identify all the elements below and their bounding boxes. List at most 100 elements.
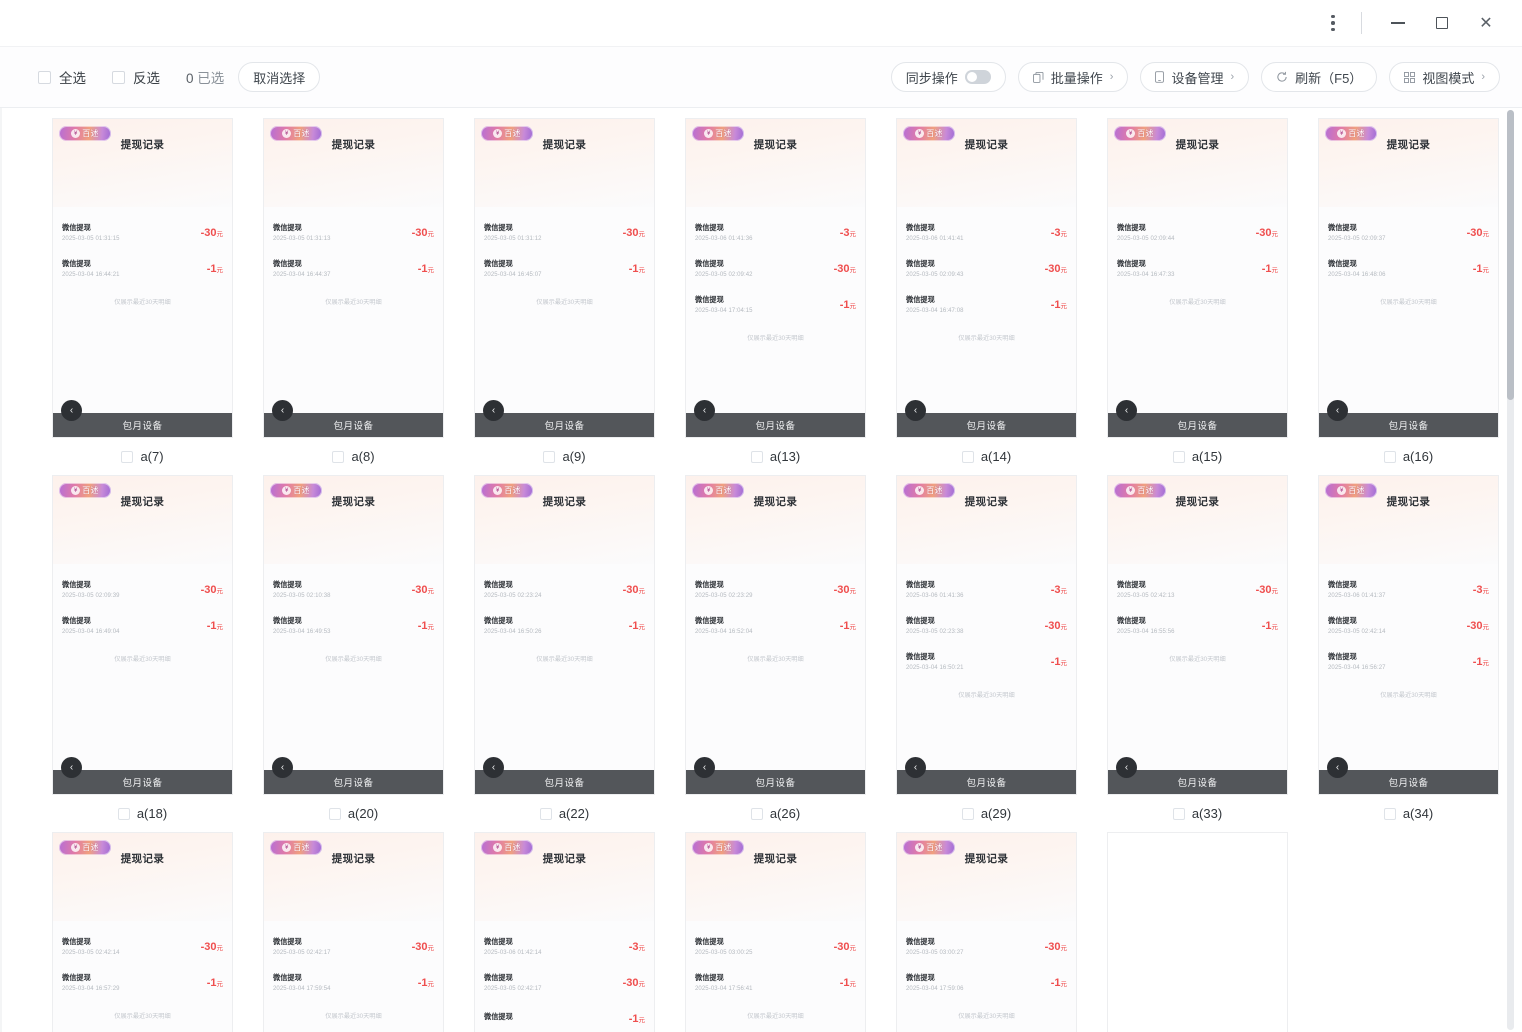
device-caption[interactable]: a(29): [896, 795, 1077, 832]
chevron-left-icon[interactable]: ‹: [905, 400, 926, 421]
overflow-menu-button[interactable]: [1311, 8, 1355, 38]
cancel-selection-button[interactable]: 取消选择: [238, 62, 321, 92]
device-caption[interactable]: a(7): [52, 438, 233, 475]
chevron-left-icon[interactable]: ‹: [1116, 757, 1137, 778]
device-select-checkbox[interactable]: [1383, 807, 1396, 820]
device-select-checkbox[interactable]: [543, 450, 556, 463]
vertical-scrollbar-thumb[interactable]: [1507, 110, 1514, 400]
card-footer-bar[interactable]: 包月设备: [1319, 413, 1498, 437]
device-caption[interactable]: a(18): [52, 795, 233, 832]
withdrawal-info: 微信提现 2025-03-04 17:56:41: [695, 974, 753, 992]
card-footer-bar[interactable]: 包月设备: [475, 413, 654, 437]
device-select-checkbox[interactable]: [750, 450, 763, 463]
card-footer-bar[interactable]: 包月设备: [264, 413, 443, 437]
maximize-button[interactable]: [1420, 8, 1464, 38]
select-all-control[interactable]: 全选: [38, 67, 86, 87]
chevron-left-icon[interactable]: ‹: [1327, 757, 1348, 778]
card-footer-bar[interactable]: 包月设备: [1108, 770, 1287, 794]
chevron-left-icon[interactable]: ‹: [61, 400, 82, 421]
card-footer-bar[interactable]: 包月设备: [1319, 770, 1498, 794]
invert-select-checkbox[interactable]: [112, 70, 125, 84]
device-manage-button[interactable]: 设备管理 ›: [1140, 62, 1250, 92]
device-caption[interactable]: a(14): [896, 438, 1077, 475]
card-footer-bar[interactable]: 包月设备: [686, 413, 865, 437]
withdrawal-amount: -1元: [1050, 299, 1067, 311]
card-footer-bar[interactable]: 包月设备: [264, 770, 443, 794]
card-footer-bar[interactable]: 包月设备: [1108, 413, 1287, 437]
chevron-left-icon[interactable]: ‹: [694, 757, 715, 778]
device-select-checkbox[interactable]: [117, 807, 130, 820]
add-device-card[interactable]: +添加设备: [1107, 832, 1288, 1032]
device-caption[interactable]: a(26): [685, 795, 866, 832]
select-all-checkbox[interactable]: [38, 70, 51, 84]
card-footer-bar[interactable]: 包月设备: [475, 770, 654, 794]
device-select-checkbox[interactable]: [961, 807, 974, 820]
chevron-left-icon[interactable]: ‹: [1327, 400, 1348, 421]
device-caption[interactable]: a(20): [263, 795, 444, 832]
device-select-checkbox[interactable]: [961, 450, 974, 463]
device-select-checkbox[interactable]: [1172, 450, 1185, 463]
card-footer-bar[interactable]: 包月设备: [686, 770, 865, 794]
sync-operation-toggle[interactable]: 同步操作: [890, 62, 1006, 92]
card-footer-bar[interactable]: 包月设备: [53, 413, 232, 437]
device-caption[interactable]: a(22): [474, 795, 655, 832]
device-select-checkbox[interactable]: [1172, 807, 1185, 820]
card-header: ¥ 百述 提现记录: [475, 833, 654, 921]
card-header: ¥ 百述 提现记录: [264, 476, 443, 564]
device-select-checkbox[interactable]: [328, 807, 341, 820]
chevron-left-icon[interactable]: ‹: [694, 400, 715, 421]
currency-unit: 元: [638, 1017, 646, 1024]
device-select-checkbox[interactable]: [750, 807, 763, 820]
minimize-button[interactable]: [1376, 8, 1420, 38]
invert-select-control[interactable]: 反选: [112, 67, 160, 87]
chevron-left-icon[interactable]: ‹: [483, 400, 504, 421]
device-select-checkbox[interactable]: [332, 450, 345, 463]
device-caption[interactable]: a(13): [685, 438, 866, 475]
device-select-checkbox[interactable]: [121, 450, 134, 463]
card-footer-bar[interactable]: 包月设备: [897, 770, 1076, 794]
batch-operation-button[interactable]: 批量操作 ›: [1017, 62, 1129, 92]
device-caption[interactable]: a(33): [1107, 795, 1288, 832]
view-mode-label: 视图模式: [1422, 70, 1475, 86]
device-caption[interactable]: a(8): [263, 438, 444, 475]
chevron-left-icon[interactable]: ‹: [1116, 400, 1137, 421]
device-caption[interactable]: a(15): [1107, 438, 1288, 475]
view-mode-button[interactable]: 视图模式 ›: [1389, 62, 1500, 92]
vertical-scrollbar-track[interactable]: [1507, 110, 1514, 1030]
device-caption[interactable]: a(34): [1318, 795, 1499, 832]
chevron-left-icon[interactable]: ‹: [905, 757, 926, 778]
chevron-left-icon[interactable]: ‹: [272, 400, 293, 421]
card-footer-bar[interactable]: 包月设备: [53, 770, 232, 794]
device-caption[interactable]: a(9): [474, 438, 655, 475]
close-button[interactable]: ✕: [1464, 8, 1508, 38]
device-select-checkbox[interactable]: [1383, 450, 1396, 463]
chevron-left-icon[interactable]: ‹: [483, 757, 504, 778]
device-caption[interactable]: a(16): [1318, 438, 1499, 475]
chevron-left-icon[interactable]: ‹: [61, 757, 82, 778]
refresh-button[interactable]: 刷新（F5）: [1261, 62, 1378, 92]
sync-toggle-switch[interactable]: [964, 70, 991, 84]
chevron-left-icon[interactable]: ‹: [272, 757, 293, 778]
device-select-checkbox[interactable]: [539, 807, 552, 820]
card-footer-bar[interactable]: 包月设备: [897, 413, 1076, 437]
